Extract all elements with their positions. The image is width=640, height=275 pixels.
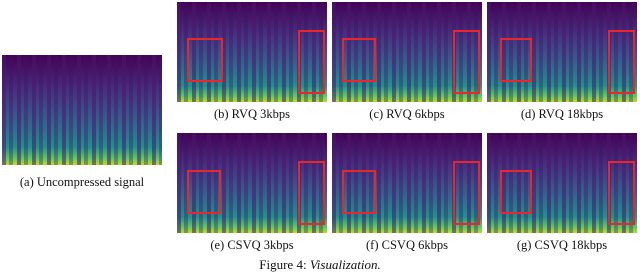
panel-caption: (c) RVQ 6kbps <box>369 107 445 121</box>
figure-caption: Figure 4: Visualization. <box>0 257 640 273</box>
panel-caption: (f) CSVQ 6kbps <box>366 238 448 252</box>
spectrogram <box>332 133 482 233</box>
panel-caption: (a) Uncompressed signal <box>19 175 145 189</box>
spectrogram <box>332 2 482 102</box>
panel-caption: (d) RVQ 18kbps <box>520 107 604 121</box>
highlight-box <box>608 30 635 94</box>
highlight-box <box>187 38 223 82</box>
highlight-box <box>342 170 376 214</box>
spectrogram <box>487 2 637 102</box>
highlight-box <box>453 161 480 225</box>
spectrogram <box>177 133 327 233</box>
highlight-box <box>298 30 325 94</box>
highlight-box <box>500 170 532 214</box>
highlight-box <box>187 170 221 214</box>
panel-caption: (e) CSVQ 3kbps <box>210 238 294 252</box>
highlight-box <box>608 161 635 225</box>
panel-caption: (g) CSVQ 18kbps <box>516 238 608 252</box>
highlight-box <box>453 30 480 94</box>
highlight-box <box>298 161 325 225</box>
panel-caption: (b) RVQ 3kbps <box>213 107 291 121</box>
highlight-box <box>342 38 376 82</box>
highlight-box <box>500 38 532 82</box>
spectrogram <box>2 55 162 165</box>
figure-caption-text: Visualization. <box>309 257 381 272</box>
figure-label: Figure 4: <box>259 257 307 272</box>
spectrogram <box>487 133 637 233</box>
spectrogram <box>177 2 327 102</box>
